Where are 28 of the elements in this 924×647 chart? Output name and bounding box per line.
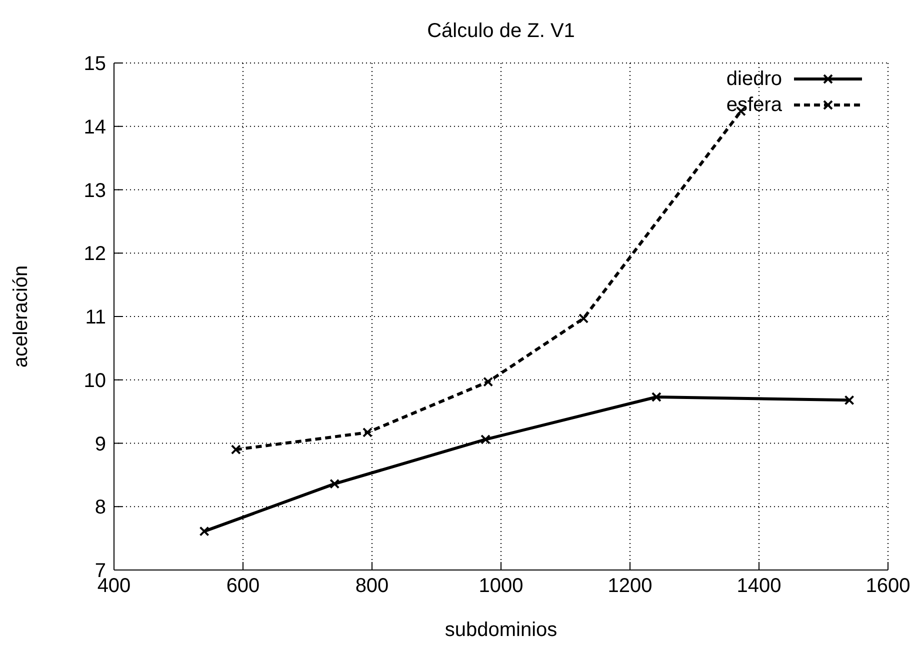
point bbox=[651, 392, 662, 402]
y-tick-label: 12 bbox=[84, 243, 106, 266]
point bbox=[362, 427, 372, 438]
x-tick-label: 600 bbox=[226, 575, 260, 598]
x-axis-title: subdominios bbox=[444, 619, 558, 641]
y-tick-label: 10 bbox=[84, 370, 106, 392]
y-tick-label: 13 bbox=[84, 180, 106, 202]
y-tick-label: 8 bbox=[94, 496, 106, 519]
y-tick-label: 15 bbox=[84, 53, 106, 76]
point bbox=[480, 434, 491, 444]
y-tick-label: 9 bbox=[94, 433, 106, 456]
legend-label: esfera bbox=[726, 94, 782, 116]
point bbox=[230, 444, 241, 455]
point bbox=[330, 478, 340, 489]
y-axis-title: aceleración bbox=[10, 265, 32, 368]
x-tick-label: 1200 bbox=[608, 575, 652, 598]
y-tick-label: 14 bbox=[84, 116, 106, 138]
point bbox=[578, 313, 589, 324]
point bbox=[483, 376, 494, 387]
chart-title: Cálculo de Z. V1 bbox=[426, 20, 576, 43]
point bbox=[844, 395, 854, 406]
legend-label: diedro bbox=[726, 68, 782, 90]
x-tick-label: 1400 bbox=[736, 575, 782, 598]
y-tick-label: 11 bbox=[85, 306, 106, 329]
x-tick-label: 800 bbox=[355, 575, 389, 598]
x-tick-label: 1000 bbox=[478, 575, 524, 598]
x-tick-label: 1600 bbox=[866, 575, 910, 598]
point bbox=[199, 526, 210, 536]
